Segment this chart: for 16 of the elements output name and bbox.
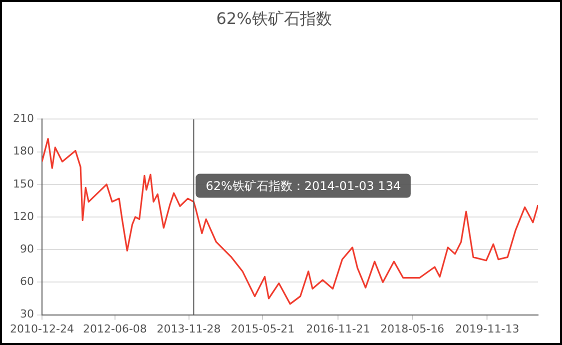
x-tick-label: 2013-11-28 (156, 322, 221, 336)
y-tick-label: 60 (20, 275, 34, 288)
annotation: 62%铁矿石指数：2014-01-03 134 (206, 178, 401, 193)
x-tick-label: 2010-12-24 (10, 322, 74, 336)
x-tick-label: 2015-05-21 (230, 322, 295, 336)
y-tick-label: 90 (20, 242, 34, 256)
y-tick-label: 30 (20, 308, 34, 321)
y-tick-label: 120 (12, 210, 34, 223)
y-tick-label: 210 (12, 112, 34, 126)
x-tick-label: 2019-11-13 (455, 322, 520, 336)
y-tick-label: 180 (12, 144, 34, 158)
x-tick-label: 2018-05-16 (380, 322, 444, 336)
x-tick-label: 2012-06-08 (83, 322, 147, 336)
y-tick-label: 150 (12, 177, 34, 190)
chart-title: 62%铁矿石指数 (216, 8, 332, 28)
x-tick-label: 2016-11-21 (306, 322, 370, 336)
